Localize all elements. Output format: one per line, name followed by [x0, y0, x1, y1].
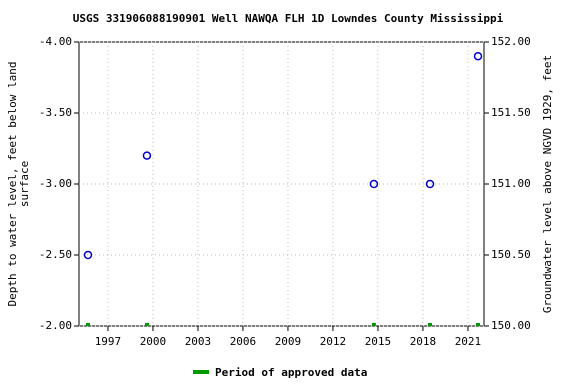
- y-tick-label: -2.00: [39, 319, 72, 332]
- data-point: [369, 179, 379, 189]
- y-tick-label: -3.00: [39, 177, 72, 190]
- approved-period: [144, 323, 149, 326]
- y2-tick-label: 150.50: [491, 248, 531, 261]
- data-point: [425, 179, 435, 189]
- x-tick-label: 1997: [95, 335, 122, 348]
- approved-period: [428, 323, 432, 326]
- y-axis-label: Depth to water level, feet below land: [6, 61, 19, 306]
- x-tick-label: 2015: [365, 335, 392, 348]
- x-tick-label: 2003: [185, 335, 212, 348]
- y-axis-label: surface: [18, 161, 31, 207]
- y2-tick-label: 151.00: [491, 177, 531, 190]
- legend-label: Period of approved data: [215, 366, 367, 379]
- y2-axis-label: Groundwater level above NGVD 1929, feet: [541, 55, 554, 313]
- x-tick-label: 2021: [455, 335, 482, 348]
- x-tick-label: 2009: [275, 335, 302, 348]
- y-tick-label: -4.00: [39, 35, 72, 48]
- approved-period: [86, 323, 90, 326]
- y-tick-label: -3.50: [39, 106, 72, 119]
- x-tick-label: 2000: [140, 335, 167, 348]
- data-point: [83, 250, 93, 260]
- approved-period: [371, 323, 376, 326]
- y-tick-label: -2.50: [39, 248, 72, 261]
- approved-period: [476, 323, 480, 326]
- y2-tick-label: 151.50: [491, 106, 531, 119]
- x-tick-label: 2012: [320, 335, 347, 348]
- x-tick-label: 2018: [410, 335, 437, 348]
- y2-tick-label: 152.00: [491, 35, 531, 48]
- chart-title: USGS 331906088190901 Well NAWQA FLH 1D L…: [73, 12, 504, 25]
- x-tick-label: 2006: [230, 335, 257, 348]
- data-point: [142, 151, 152, 160]
- data-point: [473, 51, 483, 61]
- y2-tick-label: 150.00: [491, 319, 531, 332]
